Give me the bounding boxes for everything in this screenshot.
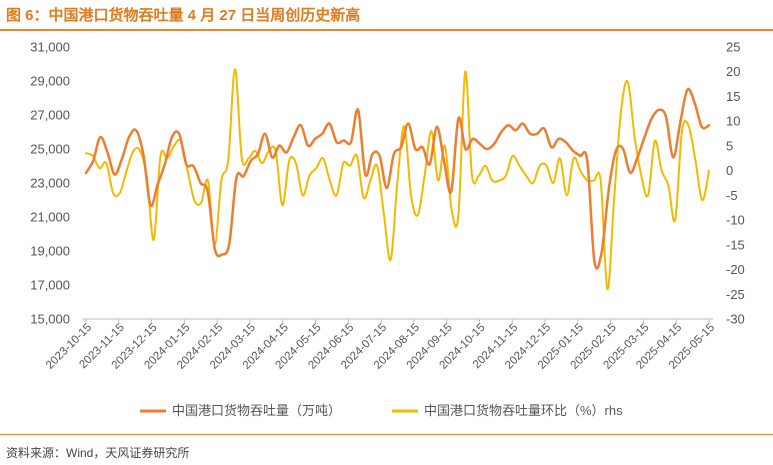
y-left-tick-label: 15,000: [30, 312, 70, 327]
footer-divider: [0, 434, 773, 435]
y-left-tick-label: 29,000: [30, 74, 70, 89]
y-right-tick-label: -20: [726, 262, 745, 277]
y-right-tick-label: 15: [726, 89, 740, 104]
legend-label-throughput: 中国港口货物吞吐量（万吨）: [172, 403, 341, 418]
y-right-tick-label: 0: [726, 163, 733, 178]
source-note: 资料来源：Wind，天风证券研究所: [6, 446, 190, 460]
y-left-tick-label: 27,000: [30, 108, 70, 123]
y-right-tick-label: -15: [726, 237, 745, 252]
y-left-tick-label: 19,000: [30, 244, 70, 259]
legend: 中国港口货物吞吐量（万吨） 中国港口货物吞吐量环比（%）rhs: [140, 403, 623, 418]
y-right-tick-label: 20: [726, 64, 740, 79]
y-left-tick-label: 23,000: [30, 176, 70, 191]
y-right-tick-label: -30: [726, 312, 745, 327]
title-divider: [0, 29, 773, 31]
x-axis-ticks: 2023-10-152023-11-152023-12-152024-01-15…: [44, 319, 717, 372]
y-right-tick-label: 5: [726, 138, 733, 153]
y-left-tick-label: 17,000: [30, 278, 70, 293]
y-right-tick-label: 25: [726, 40, 740, 55]
series-line-mom-change: [85, 68, 710, 291]
y-right-tick-label: -5: [726, 188, 738, 203]
y-right-tick-label: -25: [726, 287, 745, 302]
y-right-tick-label: -10: [726, 213, 745, 228]
y-left-tick-label: 25,000: [30, 142, 70, 157]
y-left-tick-label: 21,000: [30, 210, 70, 225]
y-left-tick-label: 31,000: [30, 40, 70, 55]
chart-title: 图 6：中国港口货物吞吐量 4 月 27 日当周创历史新高: [6, 7, 361, 24]
y-right-tick-label: 10: [726, 114, 740, 129]
y-axis-left-ticks: 15,000 17,000 19,000 21,000 23,000 25,000 27,0…: [30, 40, 70, 327]
legend-label-mom-change: 中国港口货物吞吐量环比（%）rhs: [424, 403, 623, 418]
y-axis-right-ticks: -30 -25 -20 -15 -10 -5 0 5 10 15 20 25: [726, 40, 745, 327]
series-line-throughput: [84, 87, 711, 270]
